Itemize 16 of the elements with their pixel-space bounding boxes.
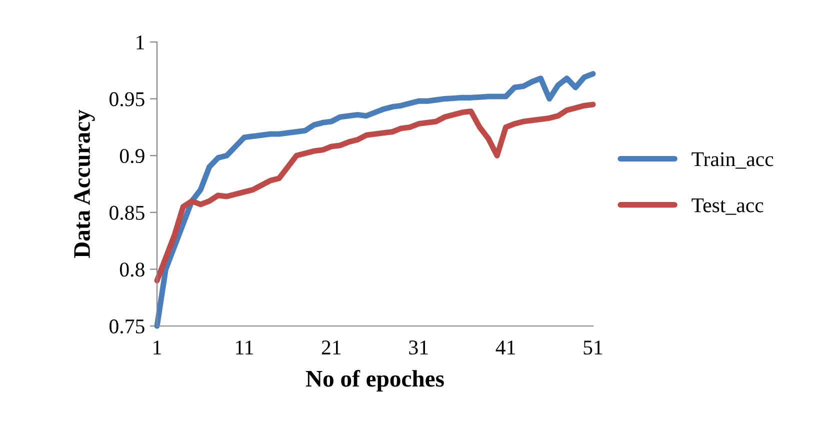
y-tick-label: 0.85: [110, 206, 144, 220]
x-tick-label: 41: [496, 340, 515, 354]
legend-label: Train_acc: [692, 152, 774, 169]
y-tick-label: 0.95: [110, 92, 144, 106]
legend-label: Test_acc: [692, 198, 764, 215]
y-tick-label: 0.8: [120, 262, 144, 277]
y-tick-label: 0.9: [120, 148, 144, 164]
y-tick-label: 1: [136, 35, 144, 50]
x-tick-label: 51: [584, 340, 602, 355]
y-axis-title: Data Accuracy: [74, 110, 95, 258]
y-tick-label: 0.75: [110, 319, 144, 334]
x-tick-label: 21: [322, 340, 341, 354]
x-tick-label: 31: [409, 340, 428, 355]
x-tick-label: 11: [236, 340, 253, 354]
x-axis-title: No of epoches: [306, 370, 444, 392]
x-tick-label: 1: [154, 340, 161, 354]
